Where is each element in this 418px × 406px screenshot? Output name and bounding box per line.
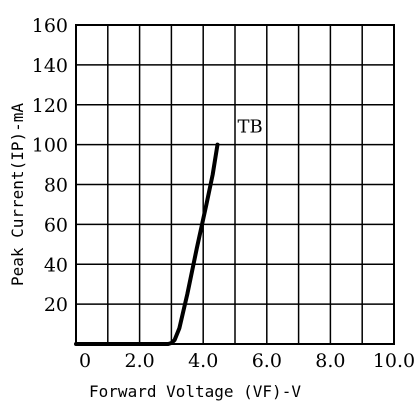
y-tick-label: 160 [32, 15, 68, 37]
series-line-tb [74, 142, 220, 346]
x-axis-title: Forward Voltage (VF)-V [89, 382, 301, 401]
x-tick-label: 6.0 [252, 350, 282, 372]
x-tick-label: 8.0 [315, 350, 345, 372]
y-axis-title: Peak Current(IP)-mA [8, 103, 27, 286]
y-tick-label: 120 [32, 95, 68, 117]
y-tick-label: 20 [44, 294, 68, 316]
plot-frame [75, 24, 395, 345]
y-tick-label: 60 [44, 214, 68, 236]
y-tick-label: 40 [44, 254, 68, 276]
x-tick-label: 4.0 [188, 350, 218, 372]
series-label-tb: TB [238, 117, 263, 138]
y-tick-label: 140 [32, 55, 68, 77]
grid-lines [75, 24, 395, 345]
y-tick-label: 80 [44, 175, 68, 197]
y-tick-label: 100 [32, 135, 68, 157]
y-tick-labels: 20 40 60 80 100 120 140 160 [32, 15, 68, 316]
x-tick-labels: 0 2.0 4.0 6.0 8.0 10.0 [79, 350, 415, 372]
x-tick-label: 10.0 [373, 350, 415, 372]
x-tick-label: 2.0 [124, 350, 154, 372]
series-layer [74, 142, 220, 346]
x-tick-label: 0 [79, 350, 91, 372]
